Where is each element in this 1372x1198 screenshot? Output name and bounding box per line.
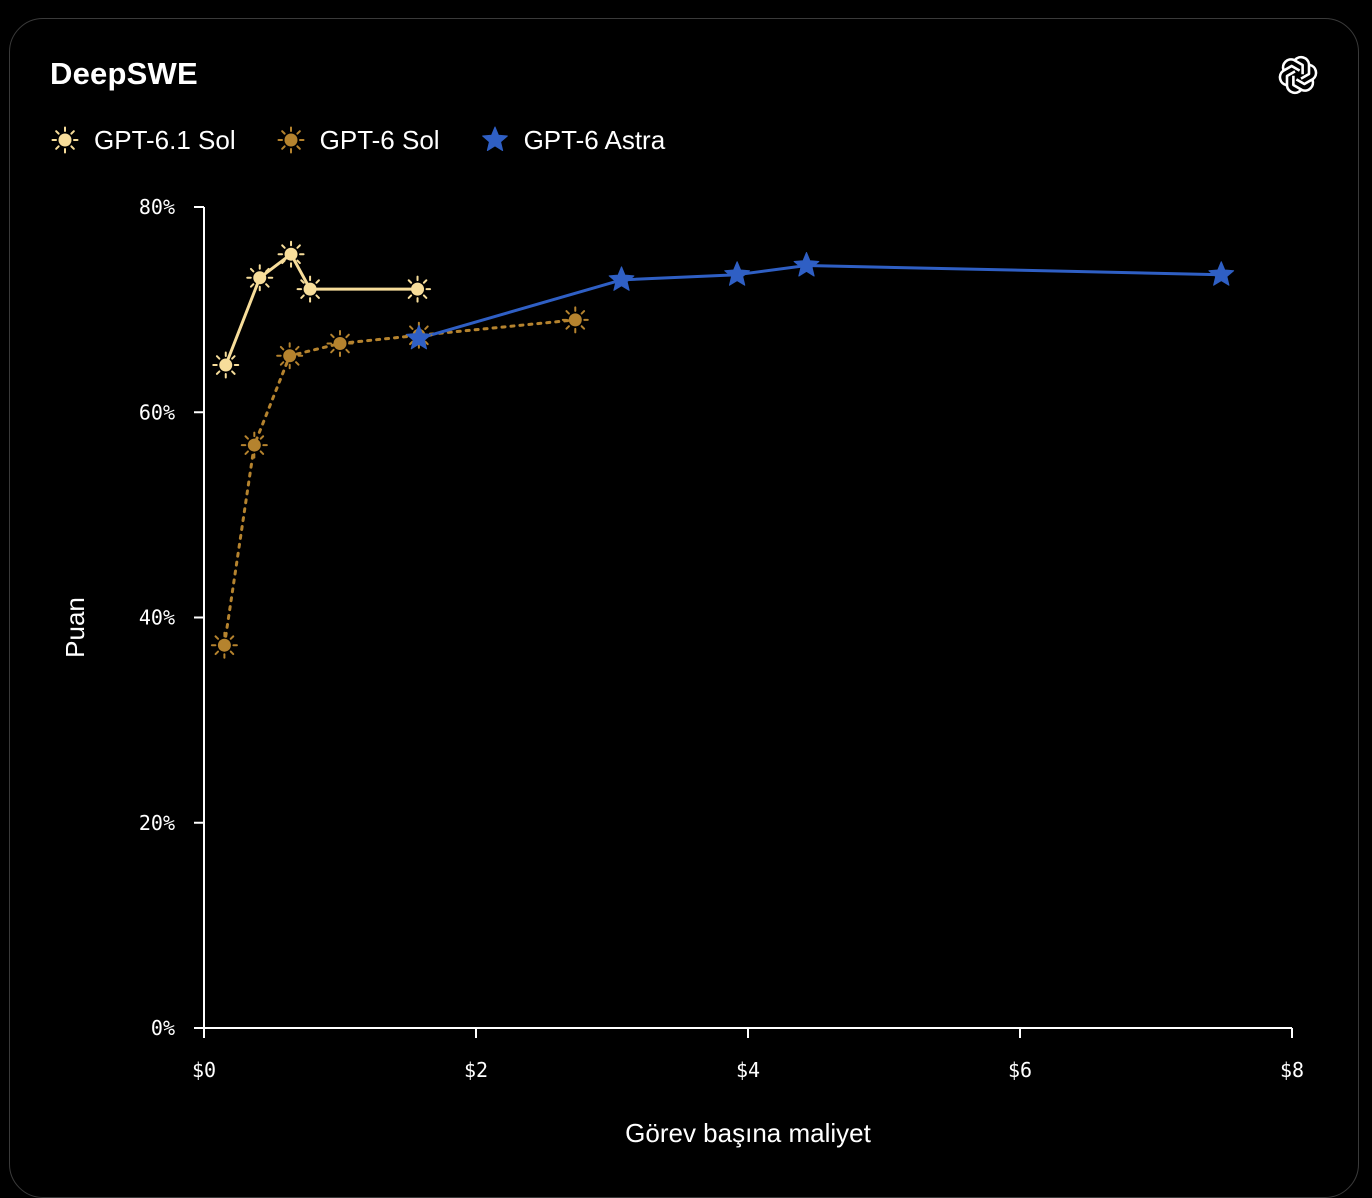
data-point xyxy=(246,264,274,292)
openai-logo-icon xyxy=(1278,55,1318,95)
y-tick-label: 80% xyxy=(139,195,175,219)
data-point xyxy=(793,251,820,277)
star-marker-icon xyxy=(481,126,508,152)
sun-marker-icon xyxy=(51,126,79,154)
sun-marker-icon xyxy=(277,126,305,154)
data-point xyxy=(724,261,750,286)
x-axis-title: Görev başına maliyet xyxy=(625,1118,871,1148)
data-point xyxy=(608,266,635,291)
legend-label: GPT-6.1 Sol xyxy=(94,124,236,155)
series-line-1 xyxy=(222,318,577,647)
legend-label: GPT-6 Sol xyxy=(319,124,440,155)
data-point xyxy=(561,306,589,334)
data-point xyxy=(277,240,305,268)
data-point xyxy=(1208,261,1235,286)
data-point xyxy=(212,351,240,379)
y-tick-label: 40% xyxy=(139,606,175,630)
data-point xyxy=(296,275,324,303)
x-tick-label: $8 xyxy=(1280,1058,1304,1082)
series-line-0 xyxy=(224,252,418,366)
chart-card xyxy=(9,18,1359,1198)
series-line-2 xyxy=(418,264,1222,340)
data-point xyxy=(276,342,304,370)
data-point xyxy=(404,275,432,303)
data-point xyxy=(406,324,432,350)
data-point xyxy=(240,431,268,459)
x-tick-label: $0 xyxy=(192,1058,216,1082)
legend-item-gpt6-sol: GPT-6 Sol xyxy=(276,125,440,156)
legend-label: GPT-6 Astra xyxy=(523,124,666,155)
sun-marker-icon xyxy=(277,126,305,154)
chart-legend: GPT-6.1 Sol GPT-6 Sol GPT-6 Astra xyxy=(50,120,705,160)
legend-item-gpt6-astra: GPT-6 Astra xyxy=(480,124,666,156)
chart-title: DeepSWE xyxy=(50,56,198,91)
x-tick-label: $2 xyxy=(464,1058,488,1082)
data-point xyxy=(210,631,238,659)
y-tick-label: 20% xyxy=(139,811,175,835)
y-tick-label: 60% xyxy=(139,400,175,424)
legend-item-gpt61-sol: GPT-6.1 Sol xyxy=(50,125,236,156)
y-axis-title: Puan xyxy=(60,597,90,658)
x-tick-label: $4 xyxy=(736,1058,760,1082)
data-point xyxy=(326,329,354,357)
sun-marker-icon xyxy=(51,126,79,154)
star-marker-icon xyxy=(481,126,508,152)
x-tick-label: $6 xyxy=(1008,1058,1032,1082)
y-tick-label: 0% xyxy=(151,1016,175,1040)
